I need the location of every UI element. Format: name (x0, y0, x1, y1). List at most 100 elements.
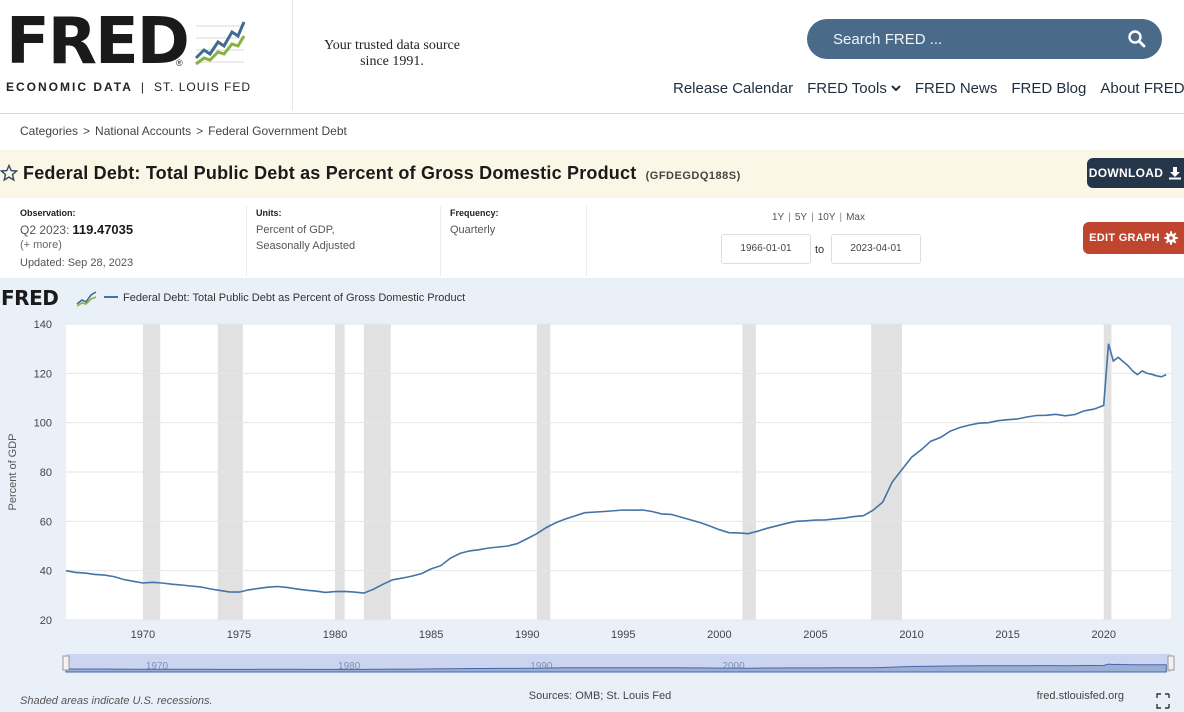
logo-sub-separator: | (140, 80, 147, 94)
y-axis-label: Percent of GDP (7, 433, 19, 510)
breadcrumb-separator: > (196, 124, 204, 138)
logo-registered-mark: ® (176, 58, 183, 68)
site-header: FRED ® ECONOMIC DATA | ST. LOUIS FED Your … (0, 0, 1184, 114)
gear-icon (1164, 231, 1178, 245)
series-title: Federal Debt: Total Public Debt as Perce… (23, 163, 741, 184)
navigator[interactable]: 1970 1980 1990 2000 (62, 654, 1175, 673)
range-separator: | (811, 212, 814, 223)
x-tick-label: 2005 (803, 629, 827, 641)
logo-sub-economic-data: ECONOMIC DATA (6, 80, 133, 94)
x-tick-label: 2020 (1091, 629, 1115, 641)
tagline-line-2: since 1991. (360, 54, 424, 69)
observation-period: Q2 2023: (20, 223, 70, 237)
observation-more-link[interactable]: (+ more) (20, 239, 62, 251)
nav-fred-news[interactable]: FRED News (915, 78, 998, 98)
star-icon[interactable] (0, 164, 18, 182)
nav-label: Release Calendar (673, 79, 794, 97)
observation-block: Observation: Q2 2023: 119.47035 (+ more) … (20, 208, 133, 269)
breadcrumb: Categories > National Accounts > Federal Gov… (20, 124, 347, 138)
graph-panel: FRED Federal Debt: Total Public Debt as … (0, 278, 1184, 712)
download-button[interactable]: DOWNLOAD (1087, 158, 1184, 188)
legend-fred-logo: FRED (1, 286, 58, 310)
y-tick-label: 20 (40, 615, 52, 627)
range-5y[interactable]: 5Y (794, 212, 808, 223)
logo-graph-icon (192, 14, 248, 70)
breadcrumb-separator: > (83, 124, 91, 138)
x-tick-label: 1970 (131, 629, 155, 641)
search-bar (807, 19, 1162, 59)
y-tick-label: 60 (40, 516, 52, 528)
range-separator: | (839, 212, 843, 223)
breadcrumb-federal-government-debt[interactable]: Federal Government Debt (208, 124, 347, 138)
date-to-label: to (815, 244, 825, 256)
y-tick-label: 100 (34, 418, 52, 430)
edit-graph-label: EDIT GRAPH (1089, 232, 1160, 244)
x-tick-label: 2000 (707, 629, 731, 641)
fullscreen-icon[interactable] (1156, 693, 1170, 709)
download-icon (1169, 167, 1182, 180)
units-block: Units: Percent of GDP, Seasonally Adjust… (256, 208, 355, 254)
units-label: Units: (256, 208, 282, 218)
series-line[interactable] (65, 343, 1167, 594)
navigator-tick-label: 1980 (338, 661, 361, 672)
recession-note: Shaded areas indicate U.S. recessions. (20, 695, 213, 707)
nav-fred-blog[interactable]: FRED Blog (1011, 78, 1086, 98)
range-links: 1Y | 5Y | 10Y | Max (772, 212, 865, 223)
download-label: DOWNLOAD (1088, 166, 1164, 180)
main-nav: Release Calendar FRED Tools FRED News FR… (673, 78, 1184, 98)
range-max[interactable]: Max (846, 212, 865, 223)
y-tick-label: 80 (40, 467, 52, 479)
nav-release-calendar[interactable]: Release Calendar (673, 78, 793, 98)
logo-wordmark: FRED (6, 5, 190, 79)
search-icon[interactable] (1127, 29, 1147, 49)
series-title-bar: Federal Debt: Total Public Debt as Perce… (0, 150, 1184, 198)
legend-series-label: Federal Debt: Total Public Debt as Perce… (123, 292, 465, 304)
site-credit[interactable]: fred.stlouisfed.org (1037, 690, 1124, 702)
meta-divider (440, 206, 441, 276)
nav-about-fred[interactable]: About FRED (1100, 78, 1184, 98)
navigator-handle-left[interactable] (62, 655, 70, 671)
nav-label: FRED Tools (807, 79, 887, 97)
navigator-ticks: 1970 1980 1990 2000 (146, 661, 745, 672)
breadcrumb-national-accounts[interactable]: National Accounts (95, 124, 192, 138)
frequency-value: Quarterly (450, 224, 496, 236)
y-tick-label: 120 (34, 368, 52, 380)
search-input[interactable] (833, 29, 1113, 49)
range-10y[interactable]: 10Y (817, 212, 836, 223)
range-1y[interactable]: 1Y (772, 212, 785, 223)
navigator-tick-label: 1970 (146, 661, 169, 672)
units-line-2: Seasonally Adjusted (256, 240, 356, 252)
date-end-input[interactable]: 2023-04-01 (831, 234, 921, 264)
x-tick-label: 2010 (899, 629, 923, 641)
units-line-1: Percent of GDP, (256, 224, 335, 236)
date-start-input[interactable]: 1966-01-01 (721, 234, 811, 264)
navigator-handle-right[interactable] (1167, 655, 1175, 671)
observation-value: 119.47035 (72, 222, 134, 237)
nav-label: FRED Blog (1011, 79, 1087, 97)
tagline: Your trusted data source since 1991. (300, 38, 484, 70)
x-tick-label: 1975 (227, 629, 251, 641)
frequency-block: Frequency: Quarterly (450, 208, 499, 238)
meta-divider (246, 206, 247, 276)
nav-label: About FRED (1100, 79, 1184, 97)
sources-note: Sources: OMB; St. Louis Fed (529, 690, 671, 702)
series-code: (GFDEGDQ188S) (645, 170, 741, 182)
edit-graph-button[interactable]: EDIT GRAPH (1083, 222, 1184, 254)
fred-logo[interactable]: FRED ® ECONOMIC DATA | ST. LOUIS FED (6, 10, 292, 110)
tagline-line-1: Your trusted data source (324, 38, 460, 53)
range-separator: | (788, 212, 791, 223)
frequency-label: Frequency: (450, 208, 499, 218)
navigator-tick-label: 2000 (722, 661, 745, 672)
updated-date: Updated: Sep 28, 2023 (20, 257, 134, 269)
breadcrumb-categories[interactable]: Categories (20, 124, 79, 138)
x-tick-label: 1990 (515, 629, 539, 641)
navigator-tick-label: 1990 (530, 661, 553, 672)
observation-label: Observation: (20, 208, 76, 218)
header-divider (292, 0, 293, 110)
chart-svg: FRED Federal Debt: Total Public Debt as … (1, 286, 1175, 709)
nav-fred-tools[interactable]: FRED Tools (807, 78, 901, 98)
y-tick-label: 140 (34, 319, 52, 331)
y-tick-label: 40 (40, 566, 52, 578)
series-meta: Observation: Q2 2023: 119.47035 (+ more) … (0, 198, 1184, 278)
